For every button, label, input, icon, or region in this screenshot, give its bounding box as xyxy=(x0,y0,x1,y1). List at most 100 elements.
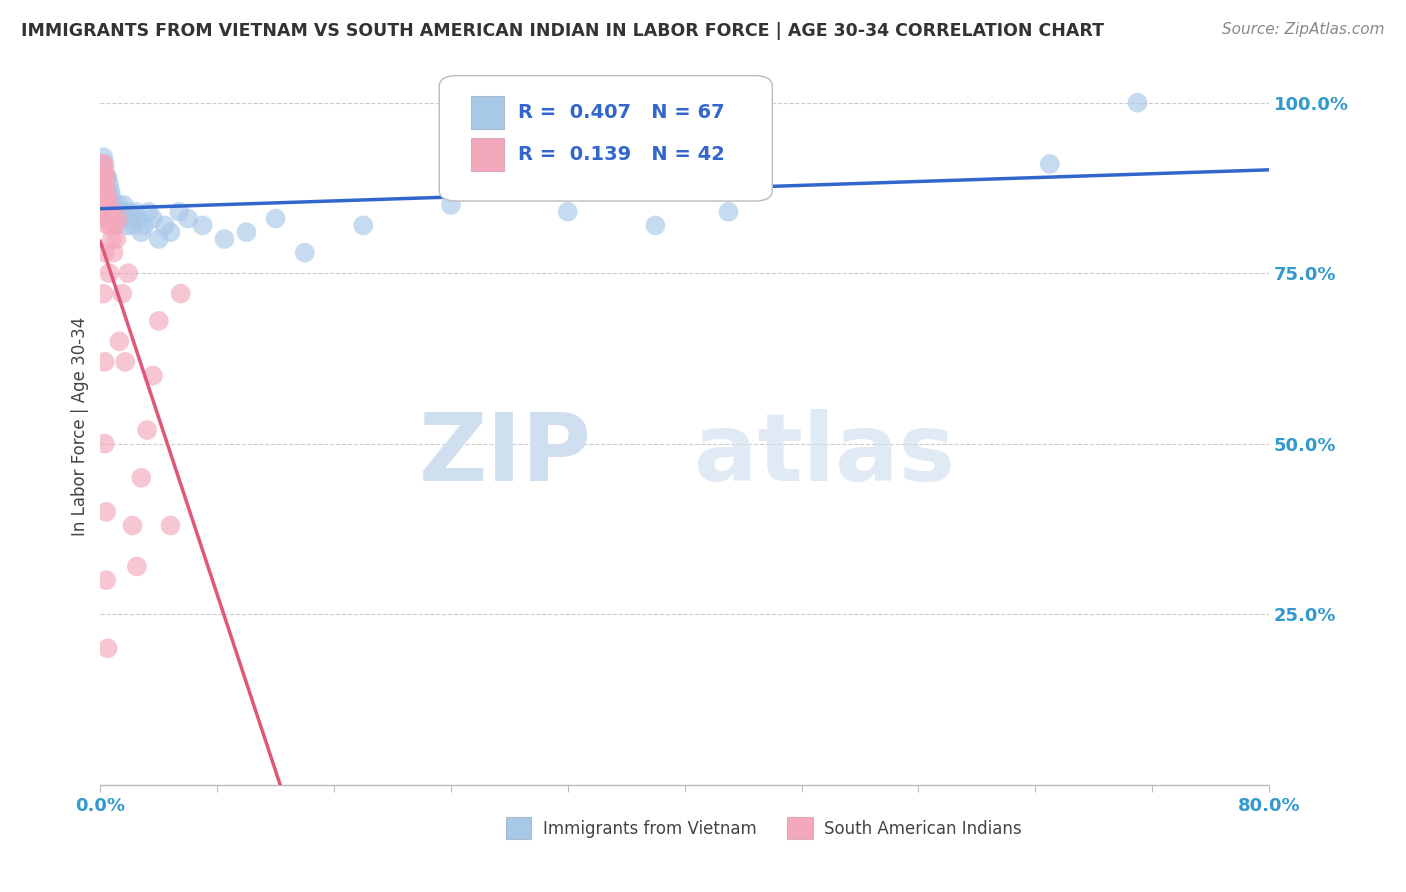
Point xyxy=(91,198,114,212)
Point xyxy=(93,170,115,185)
Point xyxy=(98,178,121,192)
Text: ZIP: ZIP xyxy=(419,409,591,501)
Point xyxy=(93,198,115,212)
Point xyxy=(104,219,127,233)
Point xyxy=(104,204,127,219)
Point xyxy=(1126,95,1149,110)
Text: atlas: atlas xyxy=(695,409,956,501)
Point xyxy=(153,219,176,233)
Point xyxy=(96,505,118,519)
Point xyxy=(93,191,115,205)
Point xyxy=(114,211,136,226)
Point xyxy=(115,219,138,233)
Point xyxy=(107,198,129,212)
Text: R =  0.139   N = 42: R = 0.139 N = 42 xyxy=(517,145,724,164)
Point xyxy=(93,164,115,178)
Point xyxy=(90,157,112,171)
Point xyxy=(91,150,114,164)
Point xyxy=(214,232,236,246)
Point xyxy=(440,198,463,212)
Point xyxy=(125,559,148,574)
Point xyxy=(352,219,374,233)
Point xyxy=(103,211,125,226)
Point xyxy=(294,245,316,260)
Point xyxy=(96,211,118,226)
Point xyxy=(91,164,114,178)
Point xyxy=(96,573,118,587)
Point xyxy=(129,225,152,239)
Point xyxy=(121,219,143,233)
Point xyxy=(142,368,165,383)
Point xyxy=(96,170,118,185)
Point xyxy=(101,232,124,246)
Point xyxy=(93,178,115,192)
Point xyxy=(93,198,115,212)
Point xyxy=(90,184,112,198)
Point xyxy=(1039,157,1062,171)
Point xyxy=(97,191,120,205)
Point xyxy=(191,219,214,233)
Point xyxy=(98,191,121,205)
Point xyxy=(90,170,112,185)
Point xyxy=(96,184,118,198)
Point xyxy=(93,184,115,198)
Point xyxy=(264,211,287,226)
Point xyxy=(101,204,124,219)
Point xyxy=(90,170,112,185)
Point xyxy=(98,266,121,280)
Point xyxy=(98,198,121,212)
Point xyxy=(93,204,115,219)
Point xyxy=(97,211,120,226)
Point xyxy=(97,198,120,212)
Point xyxy=(111,204,134,219)
Point xyxy=(105,211,128,226)
Point xyxy=(127,211,149,226)
Point xyxy=(136,423,159,437)
Point xyxy=(90,184,112,198)
Point xyxy=(97,184,120,198)
Point xyxy=(117,266,139,280)
Point xyxy=(103,245,125,260)
Point xyxy=(177,211,200,226)
Point xyxy=(108,204,131,219)
Point xyxy=(97,219,120,233)
Point xyxy=(235,225,257,239)
Point xyxy=(644,219,666,233)
Point xyxy=(105,232,128,246)
Bar xyxy=(471,138,503,171)
Point xyxy=(96,198,118,212)
Point xyxy=(97,170,120,185)
Bar xyxy=(471,96,503,129)
Point xyxy=(104,219,127,233)
Point xyxy=(100,204,122,219)
Point xyxy=(159,225,181,239)
Point xyxy=(97,641,120,656)
Text: IMMIGRANTS FROM VIETNAM VS SOUTH AMERICAN INDIAN IN LABOR FORCE | AGE 30-34 CORR: IMMIGRANTS FROM VIETNAM VS SOUTH AMERICA… xyxy=(21,22,1104,40)
Point xyxy=(91,157,114,171)
Point xyxy=(170,286,193,301)
Point xyxy=(91,204,114,219)
Point xyxy=(101,211,124,226)
Point xyxy=(91,184,114,198)
Point xyxy=(96,204,118,219)
Point xyxy=(90,157,112,171)
Point xyxy=(91,286,114,301)
Point xyxy=(148,314,170,328)
Point xyxy=(129,471,152,485)
Point xyxy=(118,211,141,226)
Text: South American Indians: South American Indians xyxy=(824,820,1022,838)
Point xyxy=(100,211,122,226)
Point xyxy=(114,355,136,369)
Point xyxy=(91,170,114,185)
Point xyxy=(93,436,115,450)
Point xyxy=(98,204,121,219)
Point xyxy=(110,211,132,226)
Point xyxy=(101,191,124,205)
Point xyxy=(134,219,156,233)
Point xyxy=(108,334,131,349)
Point xyxy=(117,204,139,219)
Point xyxy=(93,245,115,260)
Point xyxy=(138,204,160,219)
Point xyxy=(717,204,740,219)
Y-axis label: In Labor Force | Age 30-34: In Labor Force | Age 30-34 xyxy=(72,317,89,536)
